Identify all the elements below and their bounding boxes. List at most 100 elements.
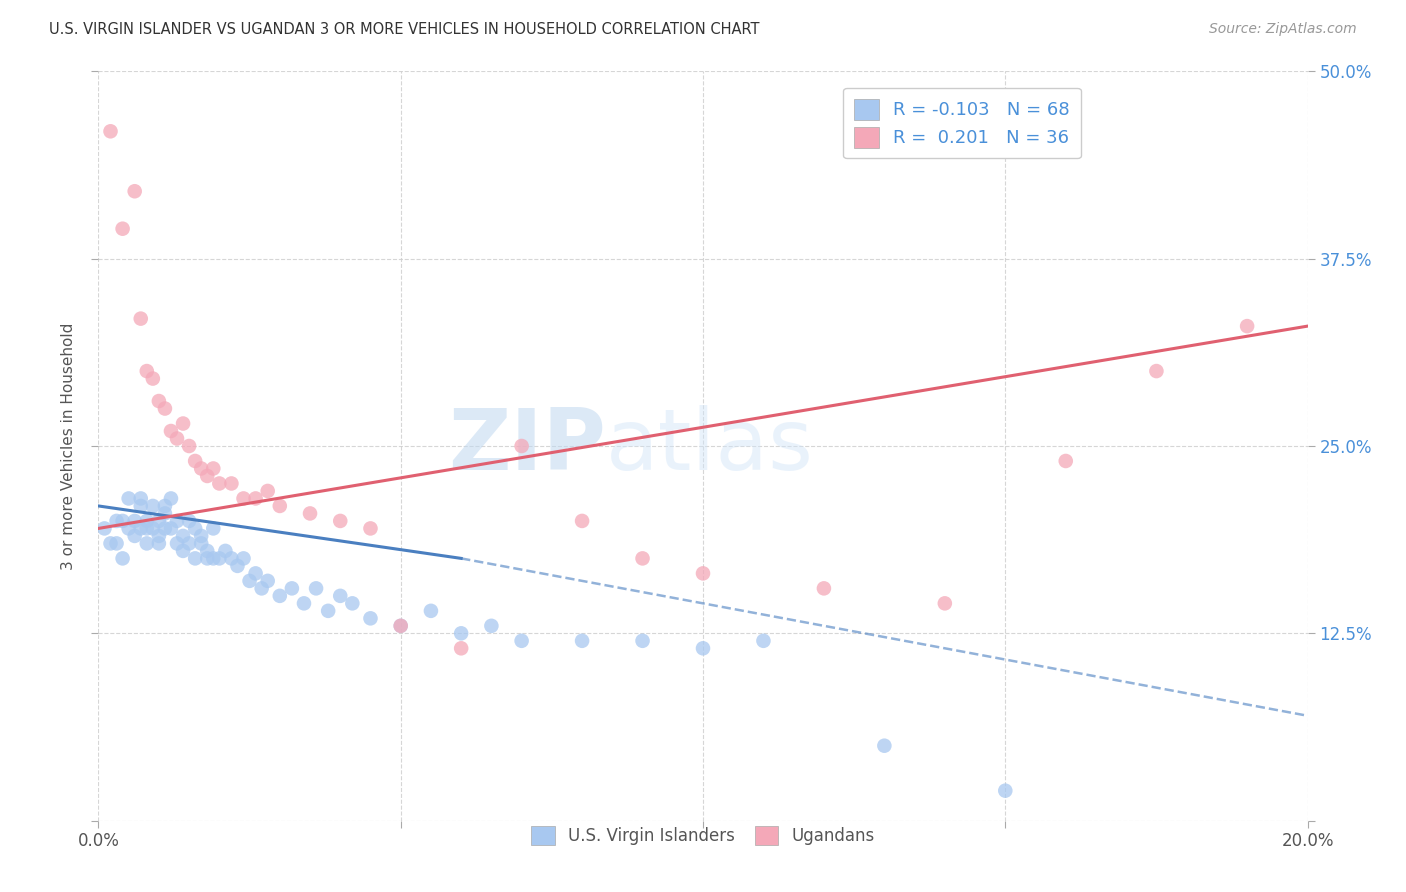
Point	[124, 184, 146, 198]
Point	[329, 589, 352, 603]
Point	[420, 604, 443, 618]
Point	[135, 514, 157, 528]
Point	[221, 476, 243, 491]
Point	[172, 417, 194, 431]
Point	[281, 582, 304, 596]
Point	[166, 536, 188, 550]
Point	[160, 521, 183, 535]
Point	[179, 536, 201, 550]
Point	[292, 596, 315, 610]
Point	[195, 469, 218, 483]
Point	[299, 507, 322, 521]
Point	[873, 739, 896, 753]
Point	[450, 626, 472, 640]
Point	[148, 536, 170, 550]
Point	[202, 521, 225, 535]
Point	[135, 536, 157, 550]
Point	[813, 582, 835, 596]
Point	[153, 499, 176, 513]
Point	[269, 499, 291, 513]
Point	[100, 536, 122, 550]
Point	[111, 514, 134, 528]
Point	[190, 529, 212, 543]
Text: U.S. VIRGIN ISLANDER VS UGANDAN 3 OR MORE VEHICLES IN HOUSEHOLD CORRELATION CHAR: U.S. VIRGIN ISLANDER VS UGANDAN 3 OR MOR…	[49, 22, 759, 37]
Point	[1144, 364, 1167, 378]
Point	[214, 544, 236, 558]
Point	[142, 499, 165, 513]
Point	[111, 551, 134, 566]
Point	[450, 641, 472, 656]
Point	[105, 514, 128, 528]
Point	[153, 401, 176, 416]
Point	[245, 566, 267, 581]
Point	[124, 514, 146, 528]
Point	[179, 514, 201, 528]
Point	[190, 461, 212, 475]
Point	[571, 633, 593, 648]
Point	[994, 783, 1017, 797]
Point	[329, 514, 352, 528]
Point	[166, 514, 188, 528]
Point	[1236, 319, 1258, 334]
Point	[245, 491, 267, 506]
Point	[232, 551, 254, 566]
Point	[256, 483, 278, 498]
Point	[208, 551, 231, 566]
Point	[232, 491, 254, 506]
Point	[129, 521, 152, 535]
Point	[148, 394, 170, 409]
Point	[142, 371, 165, 385]
Point	[184, 521, 207, 535]
Point	[631, 551, 654, 566]
Point	[510, 633, 533, 648]
Point	[148, 529, 170, 543]
Point	[305, 582, 328, 596]
Point	[129, 499, 152, 513]
Point	[129, 311, 152, 326]
Point	[316, 604, 339, 618]
Point	[269, 589, 291, 603]
Point	[221, 551, 243, 566]
Point	[153, 507, 176, 521]
Point	[111, 221, 134, 235]
Point	[135, 364, 157, 378]
Point	[129, 491, 152, 506]
Point	[148, 514, 170, 528]
Point	[510, 439, 533, 453]
Point	[160, 491, 183, 506]
Point	[135, 521, 157, 535]
Point	[389, 619, 412, 633]
Point	[239, 574, 262, 588]
Point	[93, 521, 115, 535]
Point	[190, 536, 212, 550]
Point	[360, 521, 382, 535]
Point	[142, 521, 165, 535]
Y-axis label: 3 or more Vehicles in Household: 3 or more Vehicles in Household	[60, 322, 76, 570]
Point	[481, 619, 503, 633]
Point	[752, 633, 775, 648]
Point	[202, 461, 225, 475]
Point	[172, 529, 194, 543]
Point	[256, 574, 278, 588]
Legend: U.S. Virgin Islanders, Ugandans: U.S. Virgin Islanders, Ugandans	[523, 818, 883, 854]
Point	[160, 424, 183, 438]
Point	[692, 566, 714, 581]
Point	[184, 454, 207, 468]
Point	[195, 551, 218, 566]
Point	[208, 476, 231, 491]
Point	[389, 619, 412, 633]
Point	[118, 491, 141, 506]
Point	[166, 432, 188, 446]
Point	[250, 582, 273, 596]
Point	[571, 514, 593, 528]
Point	[631, 633, 654, 648]
Point	[179, 439, 201, 453]
Text: ZIP: ZIP	[449, 404, 606, 488]
Text: atlas: atlas	[606, 404, 814, 488]
Point	[195, 544, 218, 558]
Point	[118, 521, 141, 535]
Point	[342, 596, 364, 610]
Point	[934, 596, 956, 610]
Point	[100, 124, 122, 138]
Point	[226, 558, 249, 573]
